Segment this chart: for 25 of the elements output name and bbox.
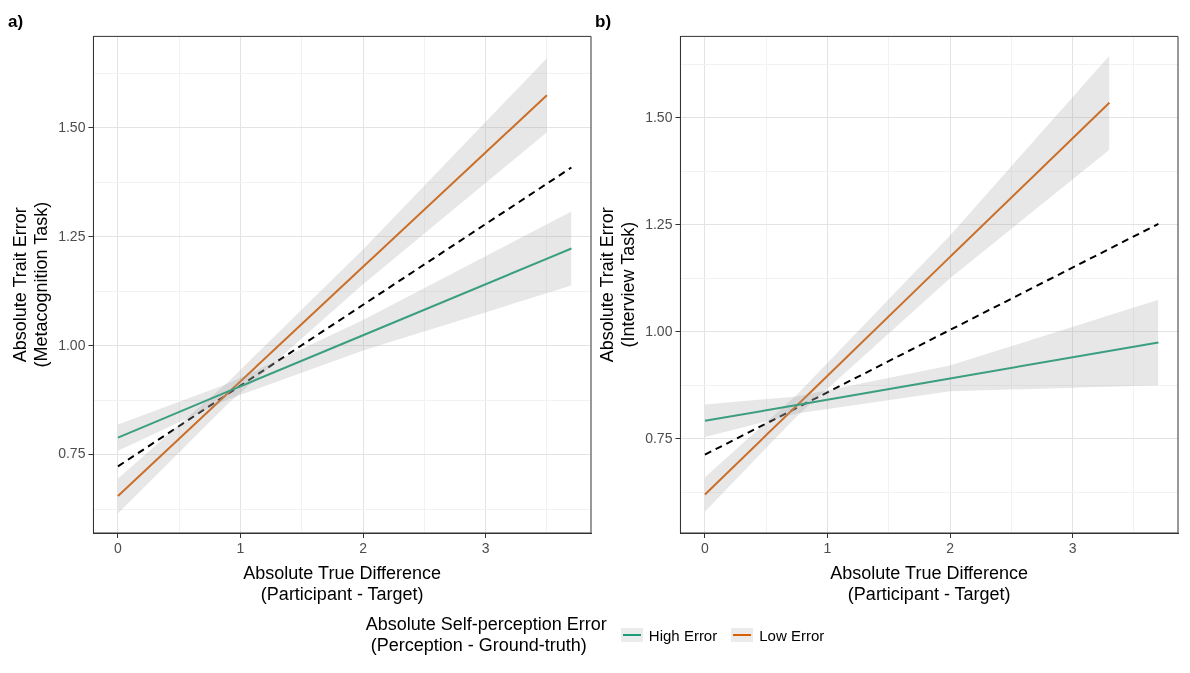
- y-axis-title: Absolute Trait Error (Metacognition Task): [9, 201, 52, 368]
- x-tick-label: 0: [701, 540, 710, 557]
- y-tick-label: 0.75: [58, 445, 86, 462]
- x-axis-title: Absolute True Difference (Participant - Target): [243, 562, 442, 605]
- y-tick-label: 1.50: [645, 108, 673, 125]
- x-axis-title: Absolute True Difference (Participant - Target): [830, 562, 1029, 605]
- legend-label: High Error: [648, 626, 718, 644]
- x-tick-label: 0: [114, 540, 123, 557]
- x-tick-label: 1: [236, 540, 245, 557]
- y-tick-label: 1.00: [58, 336, 86, 353]
- chart-title: b): [595, 11, 612, 31]
- y-tick-label: 0.75: [645, 429, 673, 446]
- chart-title: a): [8, 11, 24, 31]
- legend-label: Low Error: [759, 626, 825, 644]
- legend-title: Absolute Self-perception Error (Perception - Ground-truth): [365, 614, 607, 656]
- y-tick-label: 1.25: [58, 227, 86, 244]
- y-tick-label: 1.50: [58, 118, 86, 135]
- x-tick-label: 1: [823, 540, 832, 557]
- y-tick-label: 1.25: [645, 215, 673, 232]
- x-tick-label: 2: [359, 540, 368, 557]
- y-axis-title: Absolute Trait Error (Interview Task): [596, 207, 639, 363]
- x-tick-label: 3: [1068, 540, 1077, 557]
- x-tick-label: 3: [481, 540, 490, 557]
- x-tick-label: 2: [946, 540, 955, 557]
- y-tick-label: 1.00: [645, 322, 673, 339]
